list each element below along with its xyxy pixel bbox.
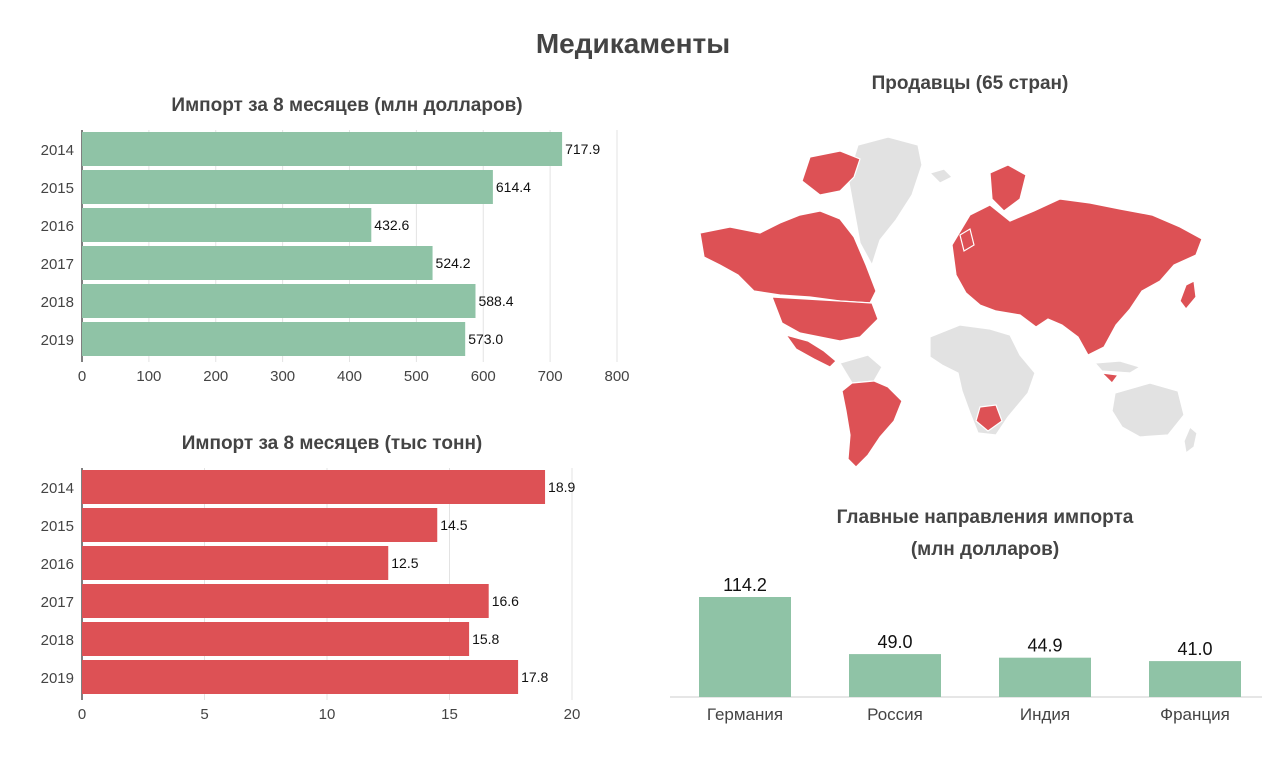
y-tick-label: 2014 <box>41 480 74 497</box>
map-region-south-america-north <box>839 354 883 384</box>
bar-2015 <box>82 170 493 204</box>
map-region-new-zealand <box>1183 426 1198 455</box>
import-volume-chart: 0 5 10 15 20 2014 18.9 2015 14.5 2016 12.5 2017 16.6… <box>41 468 581 723</box>
x-tick-label: Индия <box>1020 705 1070 724</box>
y-tick-label: 2016 <box>41 218 74 235</box>
x-tick-label: Германия <box>707 705 783 724</box>
bar-2017 <box>82 246 433 280</box>
y-tick-label: 2015 <box>41 518 74 535</box>
map-land-highlighted <box>699 150 1203 468</box>
x-tick-label: 0 <box>78 368 86 385</box>
map-region-usa <box>771 296 879 342</box>
bar-2017 <box>82 584 489 618</box>
map-region-uk <box>959 228 975 252</box>
map-region-central-america <box>784 333 837 368</box>
x-tick-label: 15 <box>441 706 458 723</box>
bar-2019 <box>82 322 466 356</box>
map-region-scandinavia <box>989 164 1027 212</box>
import-value-chart: 0 100 200 300 400 500 600 700 800 2014 717.9 2015 61… <box>41 130 630 385</box>
map-region-south-america <box>841 380 903 468</box>
x-tick-label: 500 <box>404 368 429 385</box>
y-tick-label: 2015 <box>41 180 74 197</box>
bar-2019 <box>82 660 519 694</box>
chart-title-import-volume: Импорт за 8 месяцев (тыс тонн) <box>181 433 483 454</box>
chart-title-import-value: Импорт за 8 месяцев (млн долларов) <box>171 95 523 116</box>
data-label: 524.2 <box>436 255 471 271</box>
map-region-north-america-north <box>699 210 877 304</box>
y-tick-label: 2019 <box>41 670 74 687</box>
data-label: 573.0 <box>468 331 503 347</box>
data-label: 15.8 <box>472 631 499 647</box>
top-sources-chart: 114.2 Германия 49.0 Россия 44.9 Индия 41.0 Фран… <box>670 575 1262 724</box>
map-region-greenland <box>847 136 923 267</box>
x-tick-label: 5 <box>200 706 208 723</box>
map-region-iceland <box>928 168 954 184</box>
bar-Индия <box>999 657 1091 697</box>
map-region-south-africa <box>975 404 1003 432</box>
data-label: 432.6 <box>374 217 409 233</box>
data-label: 16.6 <box>492 593 519 609</box>
map-region-japan <box>1179 280 1197 310</box>
data-label: 44.9 <box>1027 636 1062 656</box>
x-tick-label: 800 <box>604 368 629 385</box>
data-label: 114.2 <box>723 575 767 595</box>
data-label: 14.5 <box>440 517 467 533</box>
x-tick-label: 20 <box>564 706 581 723</box>
data-label: 18.9 <box>548 479 575 495</box>
bar-2014 <box>82 470 546 504</box>
bar-2014 <box>82 132 563 166</box>
x-tick-label: 100 <box>136 368 161 385</box>
x-tick-label: 0 <box>78 706 86 723</box>
bar-Россия <box>849 654 941 697</box>
y-tick-label: 2017 <box>41 256 74 273</box>
bar-2016 <box>82 546 389 580</box>
data-label: 614.4 <box>496 179 531 195</box>
data-label: 717.9 <box>565 141 600 157</box>
x-tick-label: 700 <box>538 368 563 385</box>
x-tick-label: Франция <box>1160 705 1230 724</box>
y-tick-label: 2018 <box>41 632 74 649</box>
x-tick-label: Россия <box>867 705 923 724</box>
bar-2018 <box>82 622 470 656</box>
data-label: 588.4 <box>478 293 513 309</box>
data-label: 12.5 <box>391 555 418 571</box>
chart-title-sellers-map: Продавцы (65 стран) <box>871 73 1069 94</box>
data-label: 49.0 <box>877 632 912 652</box>
x-tick-label: 600 <box>471 368 496 385</box>
x-tick-label: 300 <box>270 368 295 385</box>
y-tick-label: 2014 <box>41 142 74 159</box>
data-label: 17.8 <box>521 669 548 685</box>
y-tick-label: 2017 <box>41 594 74 611</box>
map-region-africa <box>929 324 1036 436</box>
y-tick-label: 2016 <box>41 556 74 573</box>
x-tick-label: 10 <box>319 706 336 723</box>
chart-title-top-sources-line1: Главные направления импорта <box>836 507 1134 528</box>
chart-title-top-sources-line2: (млн долларов) <box>910 539 1060 560</box>
map-region-indonesia <box>1093 360 1142 374</box>
bar-2018 <box>82 284 476 318</box>
sellers-world-map <box>699 136 1203 468</box>
map-region-eurasia <box>951 198 1203 356</box>
map-region-arctic-islands <box>801 150 861 196</box>
data-label: 41.0 <box>1177 639 1212 659</box>
bar-Франция <box>1149 661 1241 697</box>
bar-Германия <box>699 597 791 697</box>
bar-2015 <box>82 508 438 542</box>
map-region-australia <box>1111 382 1185 438</box>
x-tick-label: 400 <box>337 368 362 385</box>
y-tick-label: 2019 <box>41 332 74 349</box>
map-region-southeast-asia-islands <box>1100 372 1120 384</box>
page-title: Медикаменты <box>535 28 731 59</box>
y-tick-label: 2018 <box>41 294 74 311</box>
bar-2016 <box>82 208 372 242</box>
x-tick-label: 200 <box>203 368 228 385</box>
